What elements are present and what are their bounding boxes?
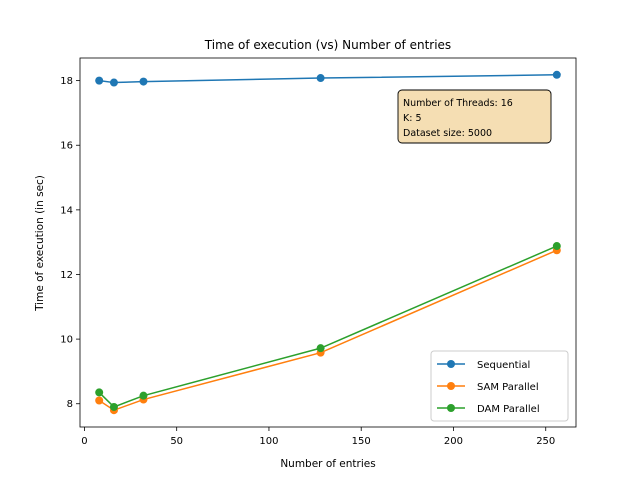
data-point <box>552 242 561 251</box>
data-point <box>139 391 148 400</box>
y-tick-label: 8 <box>67 399 73 410</box>
legend-label: Sequential <box>477 360 530 371</box>
annotation-line-dataset: Dataset size: 5000 <box>403 128 492 139</box>
x-tick-label: 50 <box>170 436 183 447</box>
data-point <box>139 77 148 86</box>
legend-frame <box>430 350 569 422</box>
y-tick-label: 18 <box>60 76 73 87</box>
y-axis-label: Time of execution (in sec) <box>34 175 46 312</box>
annotation-box: Number of Threads: 16 K: 5 Dataset size:… <box>397 89 552 144</box>
annotation-background <box>397 89 552 144</box>
legend-label: SAM Parallel <box>477 382 539 393</box>
data-point <box>109 402 118 411</box>
x-tick-label: 200 <box>444 436 463 447</box>
annotation-line-threads: Number of Threads: 16 <box>403 98 513 109</box>
legend-swatch-marker <box>447 360 455 368</box>
data-point <box>95 76 104 85</box>
chart-title: Time of execution (vs) Number of entries <box>204 38 451 52</box>
data-point <box>95 388 104 397</box>
data-point <box>316 74 325 83</box>
y-tick-label: 14 <box>60 205 73 216</box>
x-tick-label: 150 <box>352 436 371 447</box>
axes-frame <box>79 57 577 428</box>
x-tick-label: 100 <box>259 436 278 447</box>
x-tick-label: 250 <box>536 436 555 447</box>
x-tick-label: 0 <box>81 436 87 447</box>
y-tick-label: 16 <box>60 141 73 152</box>
data-point <box>552 70 561 79</box>
x-axis-label: Number of entries <box>280 458 375 470</box>
y-tick-label: 12 <box>60 270 73 281</box>
legend-swatch-marker <box>447 382 455 390</box>
annotation-line-k: K: 5 <box>403 113 422 124</box>
legend-label: DAM Parallel <box>477 404 540 415</box>
data-point <box>95 396 104 405</box>
data-point <box>316 344 325 353</box>
y-tick-label: 10 <box>60 335 73 346</box>
series-dam-parallel <box>95 242 561 411</box>
legend: Sequential SAM Parallel DAM Parallel <box>430 350 569 422</box>
series-sequential <box>95 70 561 87</box>
data-point <box>109 78 118 87</box>
legend-swatch-marker <box>447 404 455 412</box>
plot-area: 0 50 100 150 200 250 8 10 12 14 16 18 <box>60 57 577 447</box>
